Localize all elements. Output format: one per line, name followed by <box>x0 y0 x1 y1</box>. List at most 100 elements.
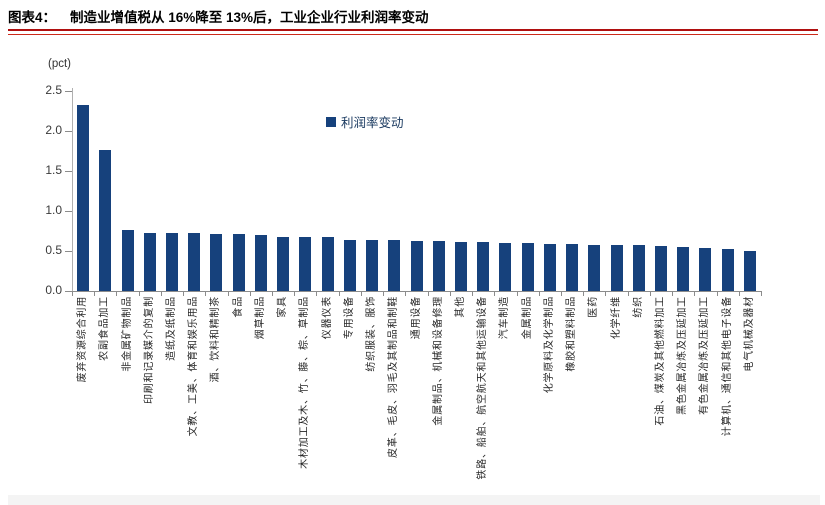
x-tick-mark <box>605 291 607 296</box>
y-tick-label: 2.0 <box>45 123 62 137</box>
x-tick-mark <box>494 291 496 296</box>
category-label: 食品 <box>232 296 244 318</box>
y-tick-label: 0.0 <box>45 283 62 297</box>
y-tick-mark <box>65 91 72 92</box>
bar <box>699 247 712 291</box>
bar <box>143 233 156 291</box>
category-label: 通用设备 <box>410 296 422 340</box>
x-tick-mark <box>560 291 562 296</box>
y-tick-mark <box>65 131 72 132</box>
bar <box>654 246 667 291</box>
x-tick-mark <box>338 291 340 296</box>
x-tick-mark <box>316 291 318 296</box>
x-tick-mark <box>138 291 140 296</box>
y-tick-mark <box>65 251 72 252</box>
category-label: 皮革、毛皮、羽毛及其制品和制鞋 <box>388 296 400 458</box>
category-label: 印刷和记录媒介的复制 <box>143 296 155 404</box>
x-tick-mark <box>694 291 696 296</box>
category-label: 石油、煤炭及其他燃料加工 <box>654 296 666 426</box>
bar <box>743 251 756 291</box>
category-label: 电气机械及器材 <box>743 296 755 372</box>
category-label: 化学纤维 <box>610 296 622 340</box>
bar <box>588 244 601 291</box>
y-axis-line <box>72 88 73 291</box>
x-tick-mark <box>472 291 474 296</box>
x-tick-mark <box>449 291 451 296</box>
bar <box>610 244 623 291</box>
y-tick-label: 1.0 <box>45 203 62 217</box>
legend-label: 利润率变动 <box>341 116 404 130</box>
x-tick-mark <box>116 291 118 296</box>
bar <box>277 236 290 291</box>
category-label: 有色金属冶炼及压延加工 <box>699 296 711 415</box>
category-label: 金属制品 <box>521 296 533 340</box>
x-tick-mark <box>360 291 362 296</box>
bar <box>366 239 379 291</box>
bar <box>343 239 356 291</box>
bar <box>521 243 534 291</box>
category-label: 医药 <box>588 296 600 318</box>
category-label: 黑色金属冶炼及压延加工 <box>677 296 689 415</box>
chart-legend: 利润率变动 <box>326 112 404 131</box>
y-tick-label: 1.5 <box>45 163 62 177</box>
category-label: 铁路、船舶、航空航天和其他运输设备 <box>477 296 489 480</box>
y-tick-mark <box>65 211 72 212</box>
x-tick-mark <box>649 291 651 296</box>
x-tick-mark <box>72 291 73 296</box>
page-bottom-band <box>8 495 820 505</box>
category-label: 化学原料及化学制品 <box>543 296 555 394</box>
category-label: 汽车制造 <box>499 296 511 340</box>
category-label: 酒、饮料和精制茶 <box>210 296 222 383</box>
x-tick-mark <box>738 291 740 296</box>
x-tick-mark <box>294 291 296 296</box>
category-label: 橡胶和塑料制品 <box>566 296 578 372</box>
category-label: 造纸及纸制品 <box>166 296 178 361</box>
bar <box>254 235 267 291</box>
bar <box>432 241 445 291</box>
x-tick-mark <box>94 291 96 296</box>
y-tick-mark <box>65 171 72 172</box>
x-axis-line <box>72 291 761 292</box>
category-label: 文教、工美、体育和娱乐用品 <box>188 296 200 437</box>
x-tick-mark <box>160 291 162 296</box>
bar <box>232 234 245 291</box>
bar <box>454 242 467 291</box>
bar <box>210 234 223 291</box>
x-tick-mark <box>205 291 207 296</box>
bar <box>321 237 334 291</box>
category-label: 废弃资源综合利用 <box>77 296 89 383</box>
title-divider-rule <box>8 29 818 35</box>
bar <box>410 241 423 291</box>
bar <box>566 243 579 291</box>
square-swatch-icon <box>326 116 336 127</box>
x-tick-mark <box>761 291 762 296</box>
category-label: 非金属矿物制品 <box>121 296 133 372</box>
bar <box>499 243 512 291</box>
x-tick-mark <box>272 291 274 296</box>
x-tick-mark <box>383 291 385 296</box>
bar <box>121 230 134 291</box>
bar <box>166 233 179 291</box>
category-label: 仪器仪表 <box>321 296 333 340</box>
category-label: 木材加工及木、竹、藤、棕、草制品 <box>299 296 311 469</box>
x-tick-mark <box>583 291 585 296</box>
bar <box>632 245 645 291</box>
figure-header: 图表4： 制造业增值税从 16%降至 13%后，工业企业行业利润率变动 <box>8 6 818 26</box>
bar <box>477 242 490 291</box>
category-label: 计算机、通信和其他电子设备 <box>721 296 733 437</box>
category-label: 专用设备 <box>343 296 355 340</box>
x-tick-mark <box>627 291 629 296</box>
x-tick-mark <box>405 291 407 296</box>
x-tick-mark <box>716 291 718 296</box>
bar <box>388 239 401 291</box>
figure-title: 制造业增值税从 16%降至 13%后，工业企业行业利润率变动 <box>70 10 429 25</box>
category-label: 金属制品、机械和设备修理 <box>432 296 444 426</box>
category-label: 其他 <box>454 296 466 318</box>
category-label: 烟草制品 <box>254 296 266 340</box>
x-tick-mark <box>183 291 185 296</box>
bar <box>188 233 201 291</box>
x-tick-mark <box>516 291 518 296</box>
x-tick-mark <box>538 291 540 296</box>
bar <box>99 150 112 291</box>
